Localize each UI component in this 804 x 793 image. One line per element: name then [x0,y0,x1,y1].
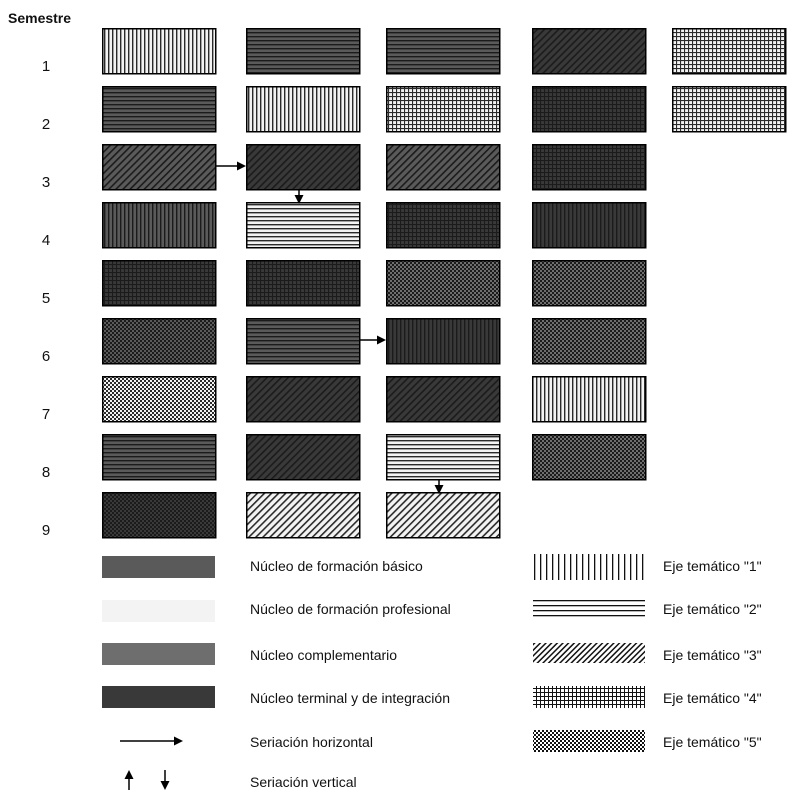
horizontal-seriation-arrow [360,335,386,345]
legend-nucleus-profesional-label: Núcleo de formación profesional [250,601,451,617]
course-box [532,202,647,249]
semester-number: 9 [41,522,51,539]
legend-horizontal-seriation-label: Seriación horizontal [250,734,373,750]
course-box [246,86,361,133]
course-box [672,86,787,133]
legend-axis-swatch [533,730,645,752]
legend-axis-3-label: Eje temático "3" [663,647,762,663]
semester-number: 2 [41,116,51,133]
course-box [386,492,501,539]
course-box [246,144,361,191]
legend-marks [102,554,645,790]
course-box [246,318,361,365]
horizontal-seriation-arrow [216,161,246,171]
course-box [386,376,501,423]
legend-axis-5-label: Eje temático "5" [663,734,762,750]
course-box [102,376,217,423]
semester-number: 4 [41,232,51,249]
legend-horizontal-arrow [120,736,183,746]
course-box [102,202,217,249]
course-box [246,434,361,481]
course-box [532,144,647,191]
legend-vertical-arrow-down [160,770,170,790]
vertical-seriation-arrow [294,190,304,204]
semester-number: 5 [41,290,51,307]
course-box [532,28,647,75]
legend-nucleus-swatch [102,600,215,622]
course-box [386,86,501,133]
course-box [102,434,217,481]
course-box [532,260,647,307]
course-box [102,86,217,133]
semester-number: 7 [41,406,51,423]
semester-header: Semestre [8,10,72,26]
course-box [532,318,647,365]
course-box [532,376,647,423]
legend-nucleus-swatch [102,643,215,665]
legend-nucleus-terminal-label: Núcleo terminal y de integración [250,690,450,706]
course-box [102,144,217,191]
course-box [102,260,217,307]
course-boxes [102,28,787,539]
course-box [386,318,501,365]
course-box [102,28,217,75]
vertical-seriation-arrow [434,480,444,494]
course-box [386,144,501,191]
course-box [672,28,787,75]
course-box [246,492,361,539]
legend-axis-4-label: Eje temático "4" [663,690,762,706]
course-box [532,434,647,481]
legend-nucleus-swatch [102,686,215,708]
legend-axis-1-label: Eje temático "1" [663,558,762,574]
course-box [102,318,217,365]
course-box [246,260,361,307]
legend-axis-swatch [533,599,645,619]
legend-vertical-seriation-label: Seriación vertical [250,774,357,790]
legend-nucleus-swatch [102,556,215,578]
seriation-arrows [216,161,444,494]
semester-number: 1 [41,58,51,75]
course-box [246,28,361,75]
course-box [386,260,501,307]
semester-number: 6 [41,348,51,365]
legend-nucleus-basico-label: Núcleo de formación básico [250,558,423,574]
course-box [246,376,361,423]
course-box [246,202,361,249]
course-box [102,492,217,539]
legend-axis-2-label: Eje temático "2" [663,601,762,617]
legend-axis-swatch [533,686,645,708]
legend-vertical-arrow-up [124,770,134,790]
legend-axis-swatch [533,643,645,663]
legend-nucleus-complementario-label: Núcleo complementario [250,647,398,663]
course-box [532,86,647,133]
course-box [386,202,501,249]
semester-number: 8 [41,464,51,481]
course-box [386,28,501,75]
course-box [386,434,501,481]
semester-number: 3 [41,174,51,191]
legend-axis-swatch [533,554,645,580]
